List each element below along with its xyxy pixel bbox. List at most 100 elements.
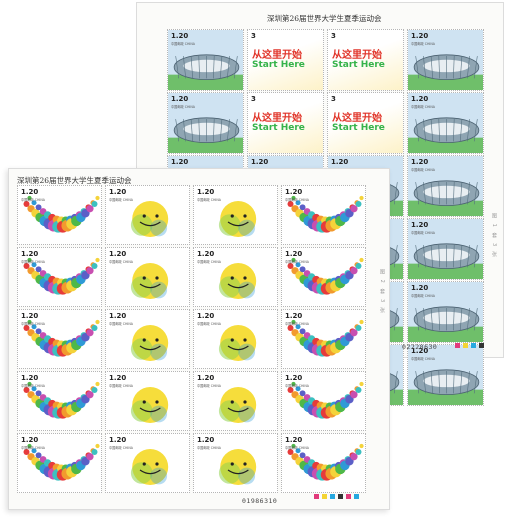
stamp-denomination: 1.20 (411, 347, 429, 355)
stamp-denomination: 1.20 (285, 188, 303, 196)
stamp-country: 中国邮政 CHINA (285, 260, 309, 264)
stadium-illustration (408, 30, 483, 90)
universiade-emblem-arc (287, 195, 364, 233)
universiade-emblem-arc (23, 381, 100, 419)
stamp-denomination: 3 (251, 95, 256, 103)
stamp-denomination: 1.20 (171, 158, 189, 166)
stamp: 1.20 中国邮政 CHINA (105, 371, 190, 431)
stamp-country: 中国邮政 CHINA (285, 446, 309, 450)
stamp-denomination: 1.20 (109, 436, 127, 444)
side-inscription: 图 2 套 3 张 (379, 269, 385, 315)
stamp: 1.20 中国邮政 CHINA (193, 371, 278, 431)
stadium-illustration (408, 219, 483, 279)
stamp-country: 中国邮政 CHINA (285, 198, 309, 202)
stamp: 1.20 中国邮政 CHINA (105, 247, 190, 307)
stadium-illustration (408, 93, 483, 153)
stamp-country: 中国邮政 CHINA (411, 105, 435, 109)
stamp-denomination: 1.20 (21, 250, 39, 258)
stamp-country: 中国邮政 CHINA (197, 260, 221, 264)
stamp-denomination: 1.20 (21, 312, 39, 320)
smiley-mascot (218, 449, 257, 485)
stamp: 1.20 中国邮政 CHINA (17, 433, 102, 493)
stamp: 1.20 中国邮政 CHINA (17, 371, 102, 431)
stamp: 1.20 中国邮政 CHINA (105, 433, 190, 493)
slogan-background (328, 93, 403, 153)
stamp-denomination: 1.20 (411, 95, 429, 103)
stamp-denomination: 1.20 (21, 374, 39, 382)
stamp-country: 中国邮政 CHINA (411, 294, 435, 298)
stamp-country: 中国邮政 CHINA (21, 322, 45, 326)
smiley-mascot (130, 325, 169, 361)
universiade-emblem-arc (287, 443, 364, 481)
slogan-chinese: 从这里开始 (252, 50, 302, 61)
stamp: 1.20 中国邮政 CHINA (281, 371, 366, 431)
stamp: 3 从这里开始 Start Here (327, 29, 404, 91)
stamp: 1.20 中国邮政 CHINA (17, 309, 102, 369)
stamp-country: 中国邮政 CHINA (109, 260, 133, 264)
stamp-denomination: 3 (331, 32, 336, 40)
stamp-country: 中国邮政 CHINA (171, 42, 195, 46)
slogan-background (248, 93, 323, 153)
universiade-emblem-arc (23, 443, 100, 481)
stamp-denomination: 1.20 (21, 436, 39, 444)
stamp: 1.20 中国邮政 CHINA (167, 92, 244, 154)
stamp: 1.20 中国邮政 CHINA (407, 281, 484, 343)
stamp: 1.20 中国邮政 CHINA (407, 29, 484, 91)
stamp-denomination: 1.20 (171, 32, 189, 40)
stamp-country: 中国邮政 CHINA (197, 384, 221, 388)
slogan-english: Start Here (252, 60, 305, 70)
stamp-country: 中国邮政 CHINA (197, 198, 221, 202)
stamp-country: 中国邮政 CHINA (411, 42, 435, 46)
stamp-country: 中国邮政 CHINA (109, 198, 133, 202)
stamp: 1.20 中国邮政 CHINA (105, 185, 190, 245)
stadium-illustration (408, 282, 483, 342)
stamp-denomination: 1.20 (285, 436, 303, 444)
stamp-denomination: 1.20 (285, 250, 303, 258)
sheet-title: 深圳第26届世界大学生夏季运动会 (267, 14, 382, 23)
stamp: 3 从这里开始 Start Here (247, 92, 324, 154)
stamp: 1.20 中国邮政 CHINA (281, 185, 366, 245)
stamp: 1.20 中国邮政 CHINA (17, 185, 102, 245)
smiley-mascot (218, 387, 257, 423)
stamp: 1.20 中国邮政 CHINA (281, 247, 366, 307)
stamp-country: 中国邮政 CHINA (411, 357, 435, 361)
sheet-title: 深圳第26届世界大学生夏季运动会 (17, 176, 132, 185)
stadium-illustration (168, 93, 243, 153)
stamp: 1.20 中国邮政 CHINA (407, 344, 484, 406)
universiade-emblem-arc (23, 319, 100, 357)
stamp-denomination: 1.20 (411, 284, 429, 292)
smiley-mascot (130, 387, 169, 423)
slogan-background (328, 30, 403, 90)
stadium-illustration (408, 156, 483, 216)
slogan-english: Start Here (332, 60, 385, 70)
smiley-mascot (130, 201, 169, 237)
stamp-country: 中国邮政 CHINA (285, 384, 309, 388)
stamp-country: 中国邮政 CHINA (411, 168, 435, 172)
stamp: 1.20 中国邮政 CHINA (193, 309, 278, 369)
slogan-chinese: 从这里开始 (332, 113, 382, 124)
stamp-country: 中国邮政 CHINA (109, 446, 133, 450)
stamp-denomination: 1.20 (109, 374, 127, 382)
stamp: 3 从这里开始 Start Here (247, 29, 324, 91)
stamp: 1.20 中国邮政 CHINA (17, 247, 102, 307)
stamp-denomination: 1.20 (109, 312, 127, 320)
slogan-chinese: 从这里开始 (332, 50, 382, 61)
stamp: 1.20 中国邮政 CHINA (407, 92, 484, 154)
stamp-country: 中国邮政 CHINA (21, 446, 45, 450)
stamp-country: 中国邮政 CHINA (21, 384, 45, 388)
stamp: 1.20 中国邮政 CHINA (105, 309, 190, 369)
smiley-mascot (218, 263, 257, 299)
stamp-denomination: 1.20 (197, 250, 215, 258)
stamp-denomination: 3 (251, 32, 256, 40)
stamp: 1.20 中国邮政 CHINA (167, 29, 244, 91)
stamp-country: 中国邮政 CHINA (411, 231, 435, 235)
stamp-denomination: 1.20 (21, 188, 39, 196)
smiley-mascot (218, 325, 257, 361)
stamp: 1.20 中国邮政 CHINA (193, 247, 278, 307)
stamp-country: 中国邮政 CHINA (21, 198, 45, 202)
stamp-denomination: 1.20 (109, 188, 127, 196)
stamp-denomination: 1.20 (171, 95, 189, 103)
stamp-country: 中国邮政 CHINA (285, 322, 309, 326)
stamp-country: 中国邮政 CHINA (21, 260, 45, 264)
stamp-denomination: 1.20 (251, 158, 269, 166)
